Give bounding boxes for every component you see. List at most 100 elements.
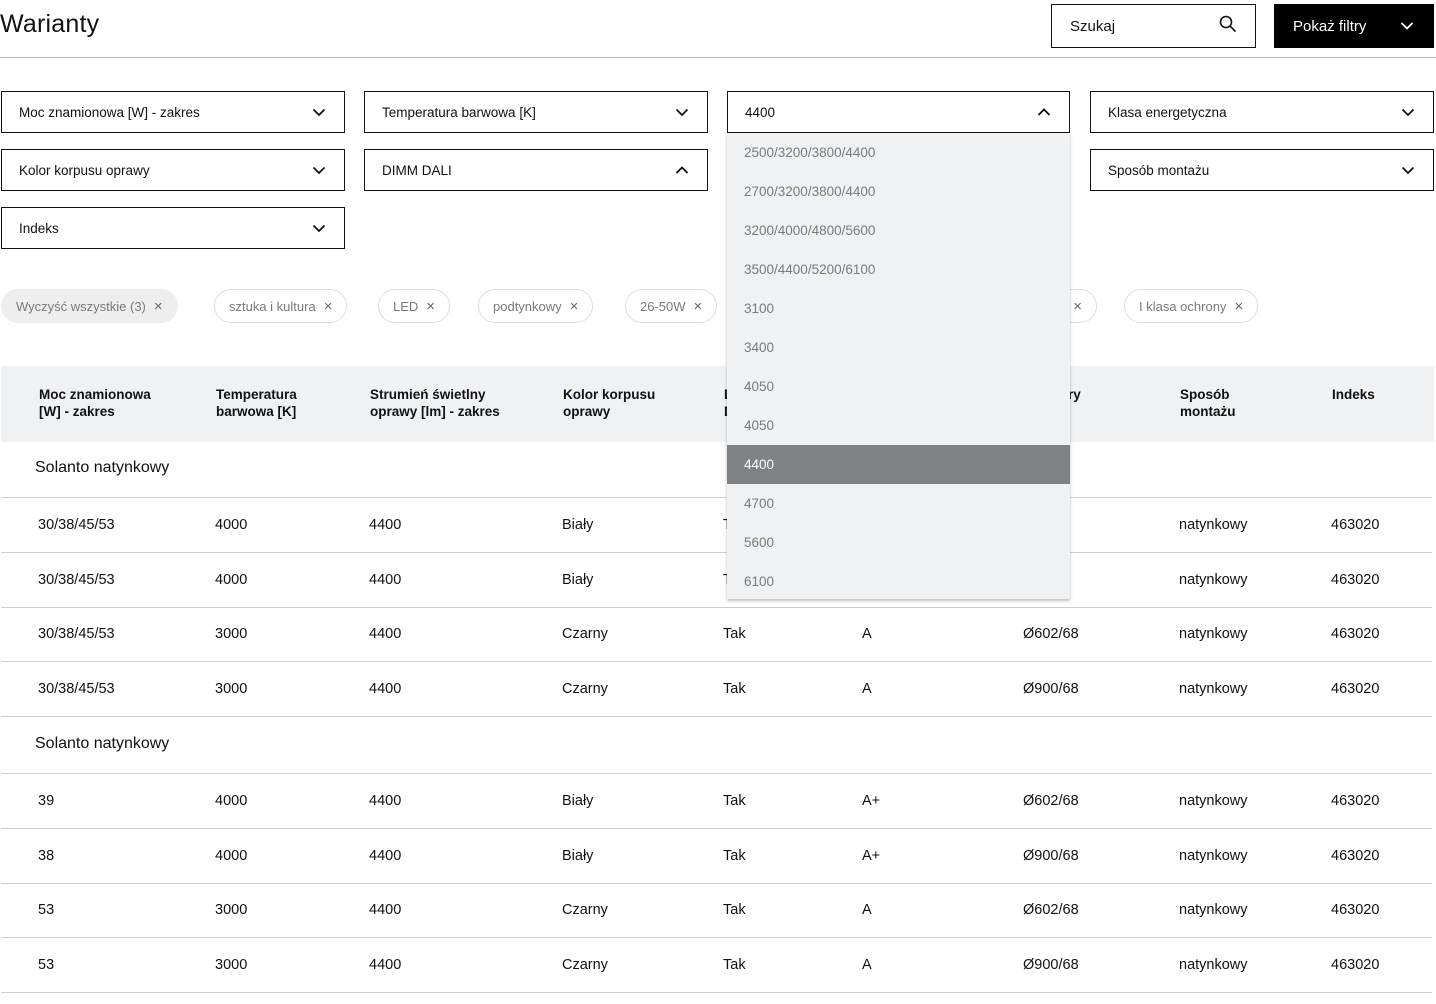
dropdown-option[interactable]: 6100 [744, 574, 775, 589]
table-cell: Ø900/68 [1023, 680, 1079, 697]
chevron-down-icon [312, 221, 326, 235]
table-cell: 4000 [215, 793, 248, 809]
dropdown-option[interactable]: 3200/4000/4800/5600 [744, 223, 876, 238]
table-cell: 4400 [369, 956, 402, 973]
table-cell: 463020 [1331, 571, 1380, 588]
filter-label: Temperatura barwowa [K] [382, 104, 536, 120]
filter-chip[interactable]: podtynkowy × [478, 289, 594, 323]
row-divider [1, 828, 1432, 829]
table-cell: 53 [38, 956, 55, 973]
row-divider [1, 991, 1432, 993]
table-cell: 3000 [215, 902, 248, 918]
row-divider [1, 661, 1432, 662]
table-cell: 4400 [369, 626, 402, 642]
divider [1, 497, 1432, 498]
filter-chip[interactable]: I klasa ochrony × [1124, 289, 1259, 323]
close-icon[interactable]: × [153, 297, 163, 315]
search-input[interactable]: Szukaj [1070, 17, 1116, 35]
show-filters-label: Pokaż filtry [1293, 17, 1367, 35]
filter-value: 4400 [745, 104, 776, 120]
table-cell: Ø602/68 [1023, 793, 1079, 809]
close-icon[interactable]: × [693, 297, 703, 315]
filter-label: Indeks [19, 220, 59, 236]
column-header-label: Kolor korpusu oprawy [563, 387, 656, 419]
table-cell: natynkowy [1179, 793, 1248, 809]
table-cell: Tak [723, 956, 746, 973]
filter-dimming[interactable]: DIMM DALI [364, 149, 708, 191]
filter-rated-power[interactable]: Moc znamionowa [W] - zakres [1, 91, 345, 133]
table-cell: Biały [562, 517, 594, 533]
chevron-down-icon [1401, 105, 1415, 119]
column-header[interactable]: Strumień świetlny oprawy [lm] - zakres [370, 386, 500, 420]
table-cell: 4400 [369, 517, 402, 533]
table-cell: 38 [38, 847, 55, 864]
table-cell: Ø900/68 [1023, 956, 1079, 973]
row-divider [1, 715, 1432, 717]
filter-chip[interactable]: 26-50W × [625, 289, 718, 323]
table-cell: 4400 [369, 571, 402, 588]
dropdown-option[interactable]: 3500/4400/5200/6100 [744, 262, 876, 277]
filter-energy-class[interactable]: Klasa energetyczna [1090, 91, 1434, 133]
table-cell: 30/38/45/53 [38, 517, 115, 533]
close-icon[interactable]: × [426, 297, 436, 315]
column-header[interactable]: ry [1068, 386, 1081, 403]
search-box[interactable]: Szukaj [1051, 4, 1256, 48]
filter-chip[interactable]: sztuka i kultura × [214, 289, 348, 323]
close-icon[interactable]: × [1234, 297, 1244, 315]
column-header[interactable]: Sposób montażu [1180, 386, 1236, 420]
column-header[interactable]: Kolor korpusu oprawy [563, 386, 655, 420]
table-cell: Tak [723, 902, 746, 918]
close-icon[interactable]: × [323, 297, 333, 315]
column-header-label: Sposób montażu [1180, 387, 1236, 419]
dropdown-option[interactable]: 4050 [744, 418, 775, 433]
table-cell: Czarny [562, 956, 608, 973]
show-filters-button[interactable]: Pokaż filtry [1274, 4, 1434, 48]
close-icon[interactable]: × [1073, 297, 1082, 315]
column-header-label: Temperatura barwowa [K] [216, 387, 297, 419]
clear-all-chip[interactable]: Wyczyść wszystkie (3) × [1, 289, 178, 323]
page-header: Warianty Szukaj Pokaż filtry [0, 0, 1436, 58]
dropdown-option[interactable]: 5600 [744, 535, 775, 550]
chevron-down-icon [312, 105, 326, 119]
filter-chip[interactable]: LED × [378, 289, 451, 323]
luminous-flux-dropdown-list[interactable]: 2500/3200/3800/4400 2700/3200/3800/4400 32… [727, 133, 1070, 599]
table-cell: 463020 [1331, 847, 1380, 864]
chevron-down-icon [1400, 18, 1414, 35]
dropdown-option[interactable]: 2700/3200/3800/4400 [744, 184, 876, 199]
dropdown-option[interactable]: 3400 [744, 340, 775, 355]
dropdown-option[interactable]: 2500/3200/3800/4400 [744, 145, 876, 160]
table-cell: 53 [38, 902, 55, 918]
table-cell: Ø900/68 [1023, 847, 1079, 864]
filter-body-color[interactable]: Kolor korpusu oprawy [1, 149, 345, 191]
filter-color-temperature[interactable]: Temperatura barwowa [K] [364, 91, 708, 133]
table-cell: 4000 [215, 517, 248, 533]
filter-label: Kolor korpusu oprawy [19, 162, 150, 178]
dropdown-option[interactable]: 4700 [744, 496, 775, 511]
table-cell: Biały [562, 571, 594, 588]
table-cell: 4400 [369, 902, 402, 918]
column-header[interactable]: Indeks [1332, 386, 1375, 403]
dropdown-option[interactable]: 4400 [727, 445, 1070, 484]
table-cell: 3000 [215, 680, 248, 697]
table-cell: Biały [562, 793, 594, 809]
column-header[interactable]: Moc znamionowa [W] - zakres [39, 386, 151, 420]
dropdown-option[interactable]: 3100 [744, 301, 775, 316]
page-title: Warianty [0, 10, 100, 38]
table-cell: 4400 [369, 847, 402, 864]
table-cell: natynkowy [1179, 680, 1248, 697]
filter-luminous-flux-open[interactable]: 4400 [727, 91, 1070, 133]
table-cell: 463020 [1331, 517, 1380, 533]
column-header[interactable]: Temperatura barwowa [K] [216, 386, 297, 420]
search-icon[interactable] [1219, 15, 1237, 38]
table-cell: 30/38/45/53 [38, 680, 115, 697]
chip-label: 26-50W [640, 298, 686, 314]
table-cell: Biały [562, 847, 594, 864]
row-divider [1, 606, 1432, 608]
dropdown-option[interactable]: 4050 [744, 379, 775, 394]
filter-mounting-type[interactable]: Sposób montażu [1090, 149, 1434, 191]
filter-index[interactable]: Indeks [1, 207, 345, 249]
table-cell: 463020 [1331, 793, 1380, 809]
table-cell: A [862, 626, 872, 642]
chevron-down-icon [312, 163, 326, 177]
close-icon[interactable]: × [569, 297, 579, 315]
